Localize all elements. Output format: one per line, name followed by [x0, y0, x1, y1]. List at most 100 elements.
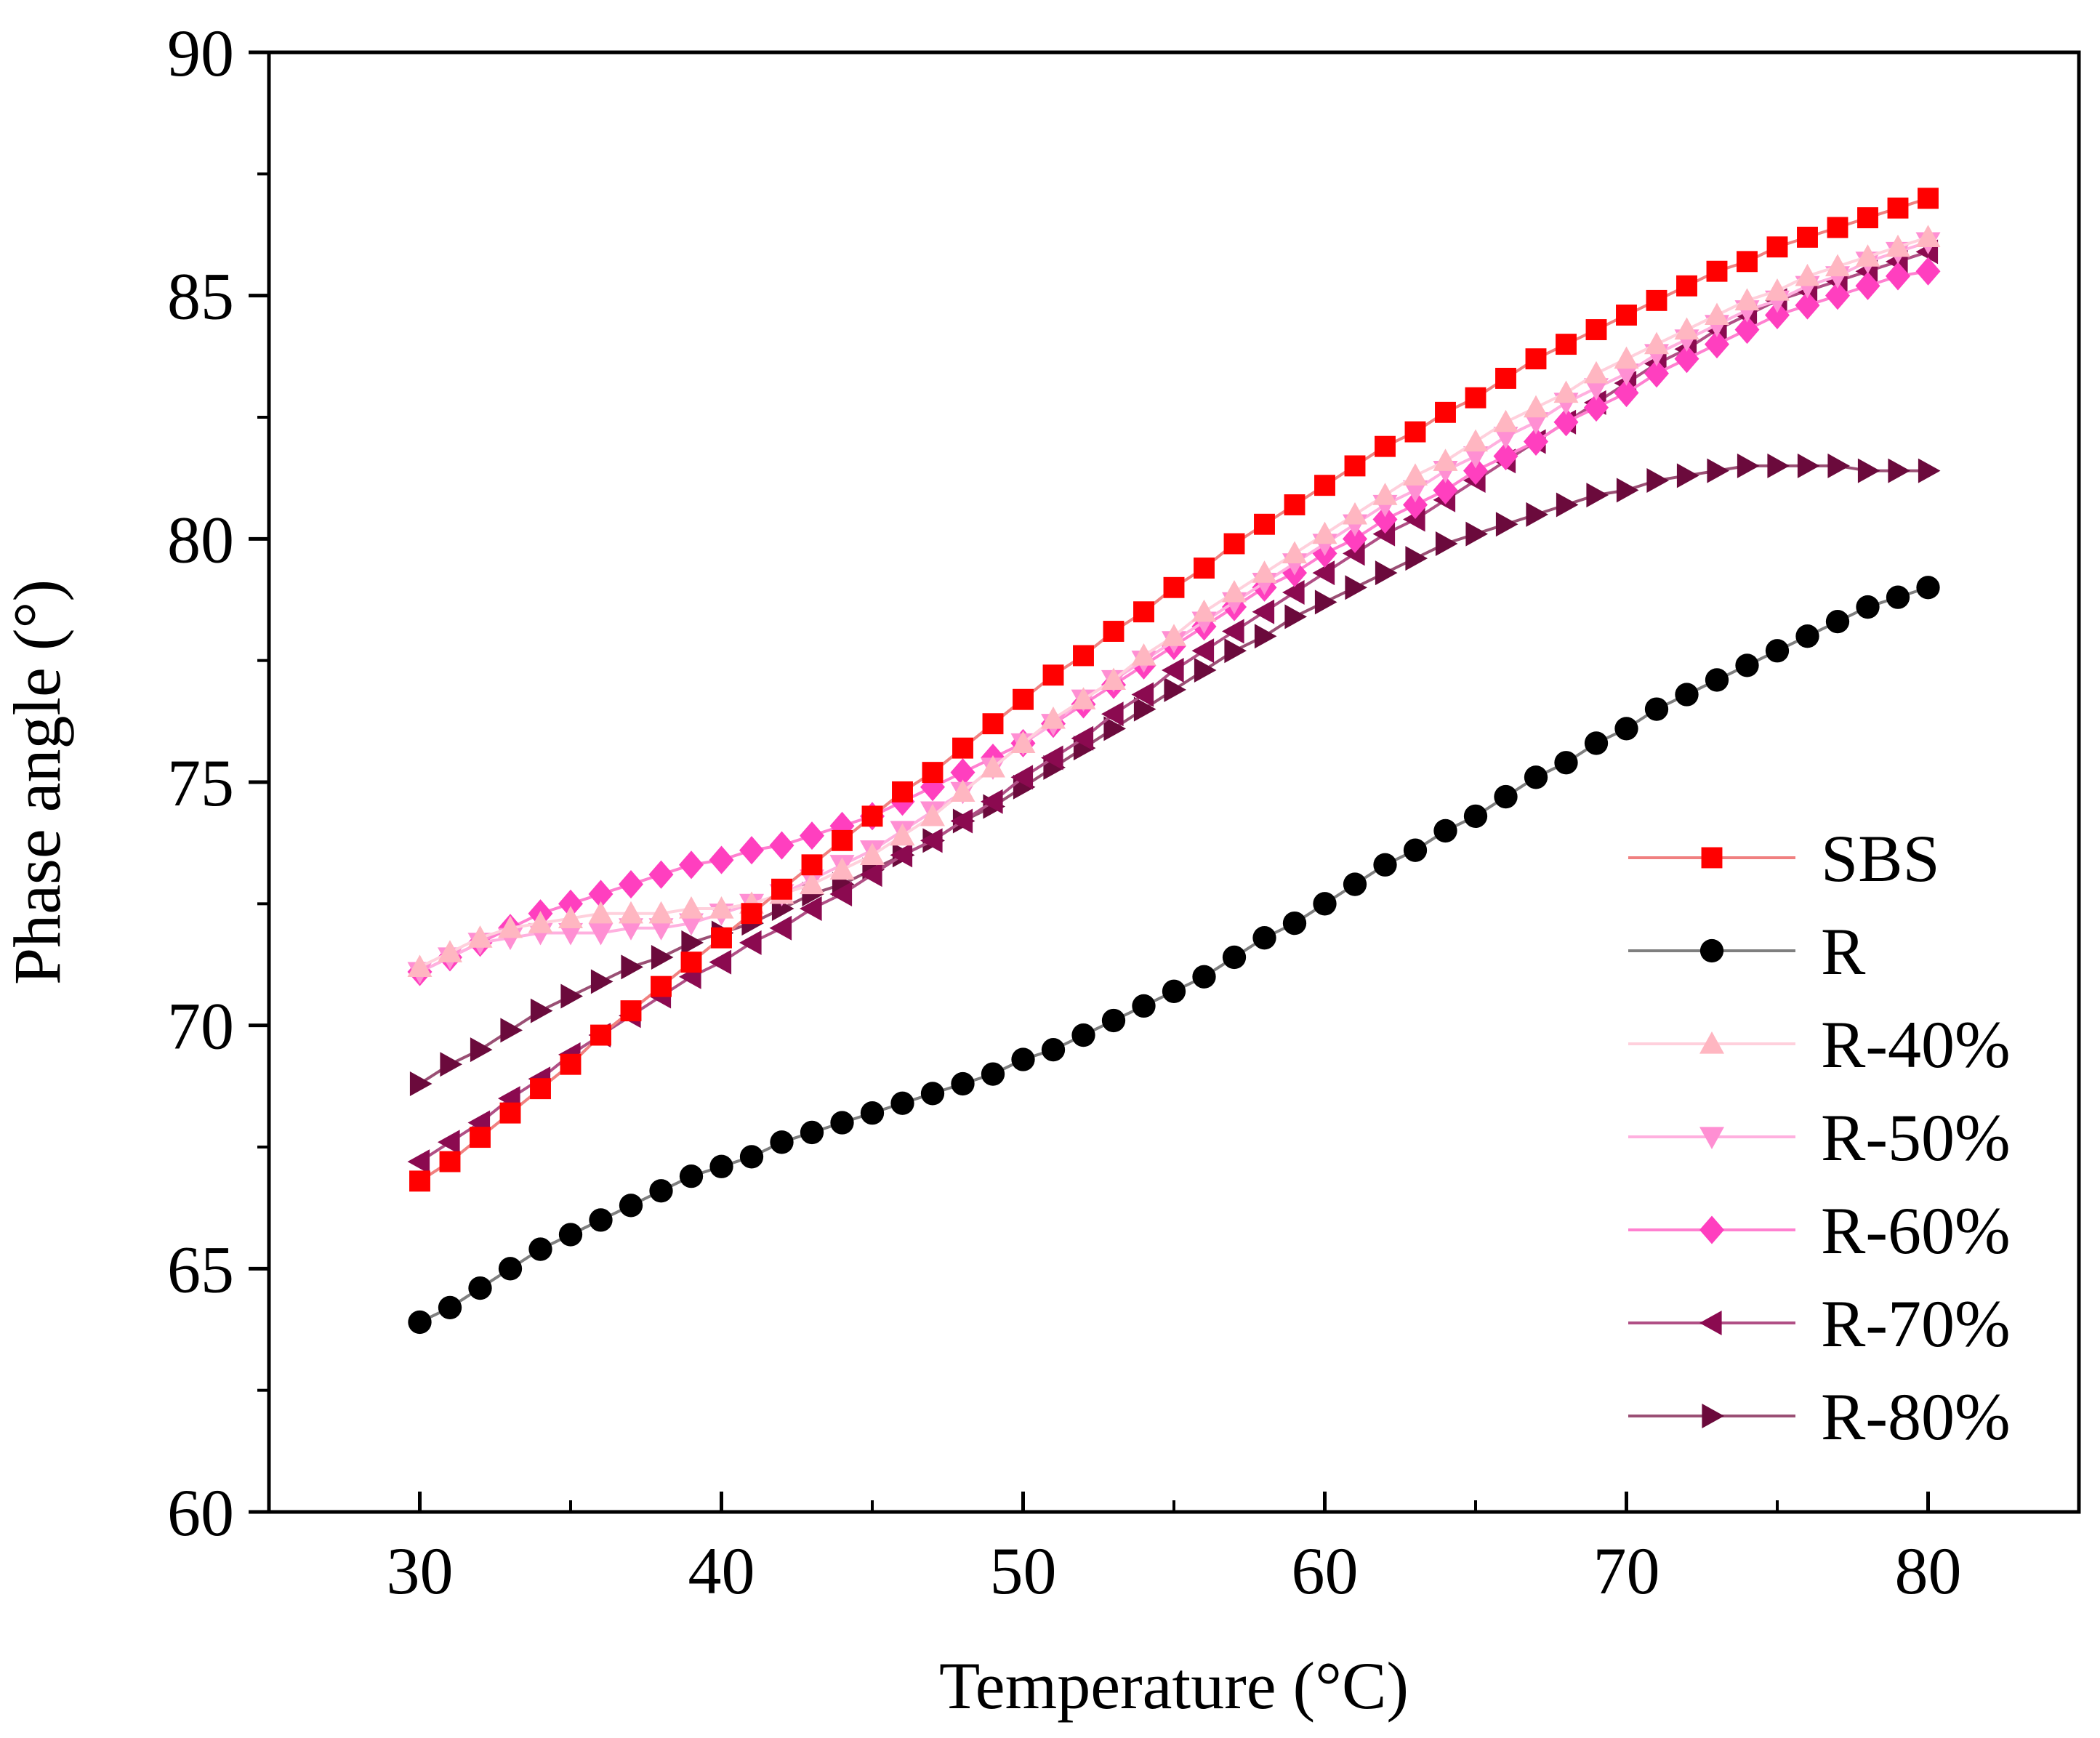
data-point-r-40 [1312, 521, 1337, 544]
data-point-r-40 [1674, 317, 1699, 340]
data-point-sbs [801, 854, 823, 876]
data-point-sbs [590, 1024, 611, 1046]
data-point-r-50 [1584, 378, 1609, 401]
data-point-r [1886, 585, 1910, 609]
data-point-r-50 [1614, 363, 1639, 386]
data-point-r-50 [558, 922, 583, 946]
data-point-r-60 [1705, 330, 1729, 359]
data-point-r-80 [1556, 492, 1579, 518]
data-point-sbs [1223, 533, 1245, 555]
data-point-r-80 [1405, 546, 1428, 571]
data-point-sbs [1616, 304, 1637, 326]
data-point-sbs [1163, 576, 1185, 598]
series-layer [407, 188, 1941, 1335]
data-point-r-40 [1191, 599, 1217, 622]
y-tick-label: 90 [167, 16, 234, 90]
data-point-r-40 [498, 915, 523, 938]
legend-label: R-70% [1821, 1287, 2011, 1361]
data-point-r-60 [1765, 300, 1790, 329]
data-point-r-80 [1918, 458, 1941, 483]
data-point-r [1041, 1037, 1066, 1062]
data-point-r [1735, 653, 1759, 677]
data-point-r [1584, 731, 1609, 755]
legend-label: R-50% [1821, 1101, 2011, 1175]
data-point-r-60 [619, 870, 643, 899]
data-point-r-40 [1343, 502, 1367, 525]
data-point-r-40 [1915, 225, 1941, 247]
data-point-r-60 [950, 758, 975, 787]
data-point-r-70 [860, 862, 882, 888]
data-point-r-60 [679, 850, 704, 880]
data-point-r-80 [560, 983, 583, 1009]
data-point-r-40 [679, 896, 704, 919]
data-point-r [1101, 1008, 1126, 1033]
data-point-r-70 [407, 1149, 430, 1175]
data-point-r-60 [1463, 456, 1488, 486]
data-point-r [981, 1062, 1005, 1086]
data-point-r-60 [1644, 359, 1669, 388]
data-point-r [619, 1194, 643, 1218]
data-point-sbs [680, 952, 702, 973]
data-point-r [1403, 838, 1428, 862]
data-point-sbs [409, 1170, 430, 1192]
data-point-r [1916, 576, 1940, 600]
data-point-r-80 [1526, 502, 1548, 527]
data-point-r-60 [558, 889, 583, 918]
series-r-70 [407, 239, 1939, 1175]
y-tick-label: 75 [167, 746, 234, 820]
data-point-sbs [1284, 494, 1306, 515]
data-point-sbs [530, 1078, 551, 1100]
data-point-r [1343, 872, 1367, 896]
y-tick-label: 60 [167, 1476, 234, 1550]
data-point-r-80 [1164, 677, 1186, 702]
y-tick-label: 70 [167, 989, 234, 1063]
data-point-r-40 [1372, 483, 1398, 505]
data-point-r [739, 1145, 764, 1169]
data-point-r-70 [1131, 682, 1154, 707]
data-point-r-70 [1101, 701, 1124, 727]
data-point-r-70 [709, 949, 732, 975]
data-point-r [438, 1295, 462, 1320]
data-point-r-70 [1222, 619, 1244, 644]
legend-label: R [1821, 914, 1866, 989]
data-point-r-80 [1314, 590, 1337, 615]
data-point-r-60 [1825, 281, 1850, 310]
data-point-r-40 [1010, 731, 1036, 754]
data-point-r [468, 1276, 492, 1300]
data-point-r-70 [1252, 599, 1275, 624]
data-point-r-40 [1282, 541, 1307, 564]
y-axis: 60 65 70 75 80 85 90 [167, 16, 269, 1550]
legend-item-r-70: R-70% [1628, 1287, 2011, 1361]
data-point-r [1373, 853, 1397, 877]
data-point-r-80 [409, 1071, 433, 1096]
data-point-r-70 [1312, 560, 1335, 586]
data-point-sbs [1495, 368, 1516, 389]
data-point-sbs [1194, 558, 1215, 579]
legend-label: SBS [1821, 821, 1940, 896]
data-point-r-80 [1435, 531, 1458, 557]
data-point-r-70 [1071, 725, 1094, 751]
data-point-r-80 [621, 954, 643, 980]
data-point-r-60 [800, 821, 824, 850]
data-point-r-80 [1345, 575, 1367, 600]
data-point-r-40 [1162, 624, 1186, 646]
data-point-sbs [711, 927, 732, 949]
data-point-r-50 [588, 922, 613, 946]
data-point-sbs [982, 713, 1004, 735]
data-point-sbs [1042, 664, 1064, 686]
data-point-r-60 [1674, 345, 1699, 374]
data-point-r-40 [1614, 346, 1639, 369]
data-point-r [1765, 639, 1790, 663]
data-point-r-70 [1162, 658, 1184, 683]
data-point-r-40 [1886, 234, 1910, 257]
data-point-sbs [499, 1102, 521, 1124]
data-point-r-40 [619, 901, 643, 924]
data-point-r [1252, 926, 1276, 950]
data-point-sbs [1827, 217, 1848, 238]
x-tick-label: 70 [1593, 1534, 1660, 1608]
data-point-r-70 [1191, 638, 1215, 664]
data-point-sbs [1918, 188, 1939, 209]
data-point-r-80 [1646, 468, 1669, 494]
legend-marker [1702, 1404, 1724, 1428]
data-point-r-40 [528, 911, 553, 933]
